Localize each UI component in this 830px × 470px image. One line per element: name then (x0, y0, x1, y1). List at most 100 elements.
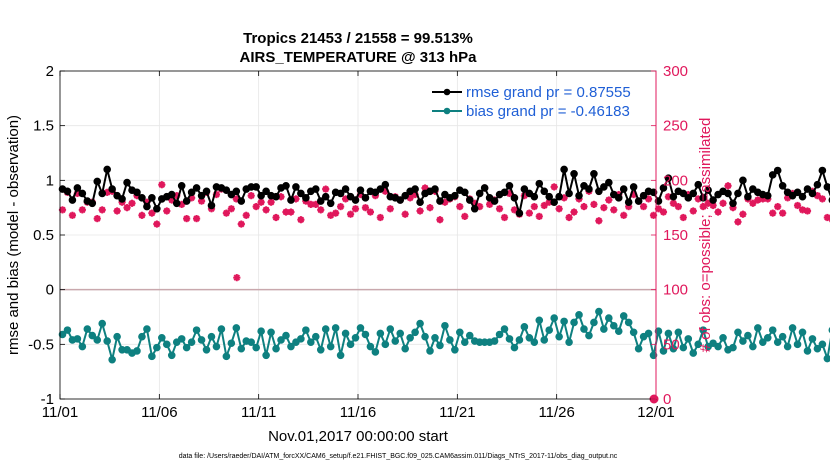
bias-point-113 (619, 312, 628, 320)
bias-point-63 (371, 348, 380, 356)
rmse-point-13 (123, 178, 131, 187)
bias-point-121 (659, 347, 668, 355)
rmse-point-109 (600, 183, 608, 191)
bias-point-55 (331, 324, 340, 332)
bias-point-9 (103, 337, 111, 345)
obs-possible-point-153 (819, 195, 826, 203)
obs-possible-point-19 (153, 220, 160, 228)
bias-point-94 (525, 333, 534, 342)
rmse-point-106 (585, 185, 593, 193)
obs-possible-point-100 (556, 205, 563, 212)
left-y-tick-label-3: 0.5 (33, 227, 54, 244)
obs-possible-point-40 (258, 199, 265, 206)
left-y-tick-label-4: 1 (46, 172, 54, 189)
rmse-point-61 (361, 194, 370, 202)
bias-point-10 (108, 355, 116, 364)
bias-point-44 (277, 336, 285, 344)
bias-point-53 (321, 325, 330, 333)
bias-point-6 (88, 331, 97, 340)
left-y-tick-label-0: -1 (41, 391, 54, 408)
rmse-point-92 (515, 209, 524, 217)
rmse-point-2 (68, 196, 77, 204)
rmse-point-83 (470, 204, 479, 213)
bias-point-67 (391, 337, 400, 345)
bias-point-122 (664, 329, 673, 338)
bias-point-92 (515, 336, 524, 344)
obs-possible-point-72 (416, 207, 424, 215)
obs-possible-point-69 (402, 211, 409, 218)
bias-point-90 (505, 335, 514, 343)
obs-possible-point-130 (705, 200, 712, 207)
rmse-point-142 (763, 191, 772, 200)
bias-point-64 (376, 329, 385, 338)
bias-point-88 (495, 330, 504, 339)
bias-point-60 (356, 324, 365, 332)
obs-possible-point-33 (223, 210, 230, 217)
bias-point-146 (783, 342, 792, 351)
obs-possible-point-113 (620, 212, 627, 219)
obs-possible-point-59 (352, 205, 359, 212)
obs-possible-point-53 (322, 185, 329, 193)
rmse-point-3 (73, 184, 82, 192)
bias-point-43 (272, 344, 280, 353)
bias-point-3 (73, 335, 82, 343)
bias-point-81 (460, 338, 469, 346)
x-tick-label-0: 11/01 (42, 404, 78, 421)
bias-point-108 (595, 307, 603, 316)
bias-point-100 (555, 332, 563, 341)
rmse-point-69 (401, 191, 409, 200)
bias-point-105 (580, 325, 588, 333)
rmse-point-152 (813, 180, 822, 189)
bias-point-132 (714, 342, 722, 351)
rmse-point-137 (739, 176, 747, 185)
obs-possible-point-125 (680, 214, 687, 221)
bias-point-129 (699, 326, 707, 334)
obs-possible-point-76 (436, 216, 444, 223)
bias-point-33 (222, 352, 231, 361)
obs-possible-point-8 (99, 206, 106, 213)
bias-point-149 (798, 328, 807, 337)
rmse-point-144 (773, 166, 782, 175)
rmse-point-23 (172, 199, 181, 208)
obs-possible-point-94 (526, 210, 533, 217)
rmse-point-126 (684, 194, 693, 202)
obs-possible-point-52 (317, 206, 324, 213)
legend-rmse-marker (443, 88, 451, 96)
bias-point-154 (823, 354, 830, 363)
rmse-point-65 (381, 180, 390, 189)
bias-point-42 (267, 328, 275, 337)
right-y-tick-label-2: 100 (663, 282, 688, 299)
bias-point-5 (83, 325, 92, 333)
rmse-point-59 (351, 196, 360, 204)
rmse-point-107 (590, 169, 598, 178)
bias-point-140 (754, 324, 762, 332)
rmse-point-84 (475, 189, 484, 198)
obs-possible-point-25 (183, 215, 190, 222)
bias-point-150 (803, 347, 812, 355)
rmse-point-4 (78, 189, 87, 198)
left-y-tick-label-2: 0 (46, 282, 54, 299)
rmse-point-56 (336, 189, 345, 198)
bias-point-40 (257, 327, 265, 336)
rmse-point-8 (98, 189, 107, 198)
rmse-point-12 (118, 195, 126, 203)
obs-possible-point-96 (536, 213, 543, 220)
bias-point-17 (143, 325, 151, 333)
rmse-point-148 (793, 188, 802, 197)
right-y-axis-ticks: 0 50 100 150 200 250 300 (651, 63, 688, 408)
bias-point-123 (669, 344, 678, 353)
bias-point-98 (545, 326, 554, 334)
bias-point-95 (530, 338, 539, 346)
bias-point-119 (649, 351, 658, 360)
obs-possible-point-105 (580, 203, 588, 210)
obs-possible-point-137 (739, 211, 747, 218)
rmse-point-81 (460, 188, 469, 197)
bias-point-4 (78, 342, 87, 351)
rmse-point-119 (649, 188, 658, 197)
rmse-point-138 (744, 192, 752, 201)
rmse-point-101 (560, 165, 568, 174)
bias-point-120 (654, 327, 663, 336)
x-tick-label-1: 11/06 (141, 404, 177, 421)
rmse-point-143 (768, 171, 777, 179)
bias-point-28 (197, 336, 206, 344)
